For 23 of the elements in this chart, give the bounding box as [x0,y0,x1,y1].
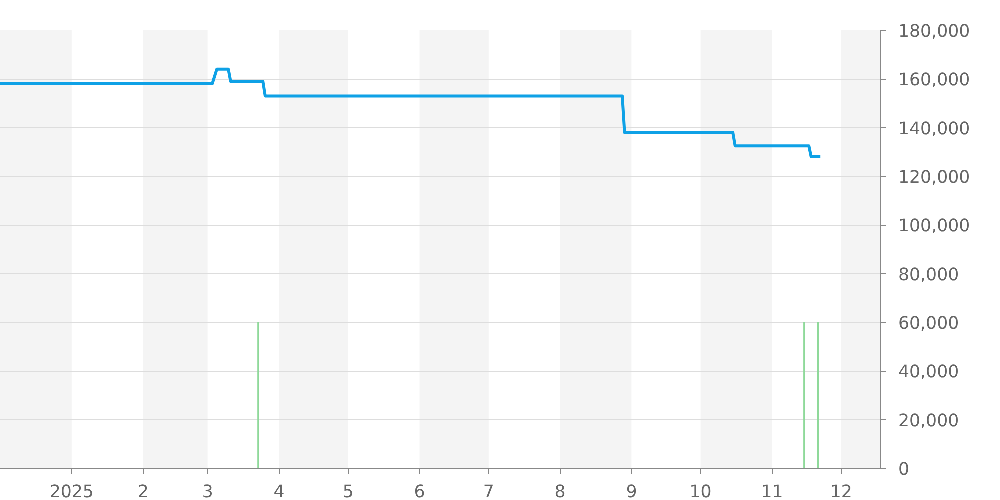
x-tick-label: 9 [626,482,638,500]
x-tick-label: 5 [342,482,354,500]
y-tick-label: 80,000 [898,265,960,286]
x-tick-label: 12 [830,482,852,500]
y-tick-label: 40,000 [898,362,960,383]
line-series [0,68,822,159]
x-tick-label: 10 [690,482,712,500]
y-tick-label: 180,000 [898,22,970,42]
y-tick-label: 0 [898,460,910,480]
y-tick-label: 20,000 [898,411,960,432]
x-tick-label: 3 [202,482,214,500]
y-tick-label: 100,000 [898,216,970,237]
y-tick-label: 120,000 [898,168,970,188]
x-tick-label: 7 [483,482,494,500]
y-tick-label: 60,000 [898,314,960,334]
x-tick-label: 4 [274,482,285,500]
y-tick-label: 140,000 [898,119,970,140]
x-tick-label: 6 [414,482,426,500]
y-tick-label: 160,000 [898,70,970,91]
x-tick-label: 2025 [50,482,94,500]
x-tick-label: 11 [761,482,784,500]
x-tick-label: 8 [554,482,566,500]
x-tick-label: 2 [138,482,149,500]
